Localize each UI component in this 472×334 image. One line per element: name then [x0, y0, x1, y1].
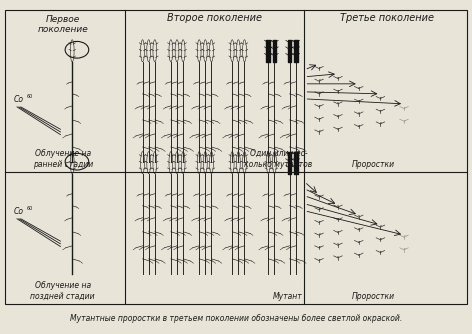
Text: 60: 60 — [27, 206, 33, 211]
Text: Мутант: Мутант — [273, 292, 303, 301]
Text: Третье поколение: Третье поколение — [340, 13, 434, 23]
Text: 60: 60 — [27, 95, 33, 99]
Bar — [5, 10, 467, 304]
Text: Второе поколение: Второе поколение — [167, 13, 262, 23]
Text: Первое
поколение: Первое поколение — [37, 15, 88, 34]
Text: Облучение на
ранней стадии: Облучение на ранней стадии — [33, 149, 93, 169]
Text: Один или нес-
колько мутантов: Один или нес- колько мутантов — [244, 149, 312, 169]
Text: Облучение на
поздней стадии: Облучение на поздней стадии — [31, 281, 95, 301]
Text: Проростки: Проростки — [351, 160, 395, 169]
Text: Проростки: Проростки — [351, 292, 395, 301]
Text: Co: Co — [14, 207, 24, 216]
Text: Мутантные проростки в третьем поколении обозначены более светлой окраской.: Мутантные проростки в третьем поколении … — [70, 314, 402, 323]
Text: Co: Co — [14, 96, 24, 104]
